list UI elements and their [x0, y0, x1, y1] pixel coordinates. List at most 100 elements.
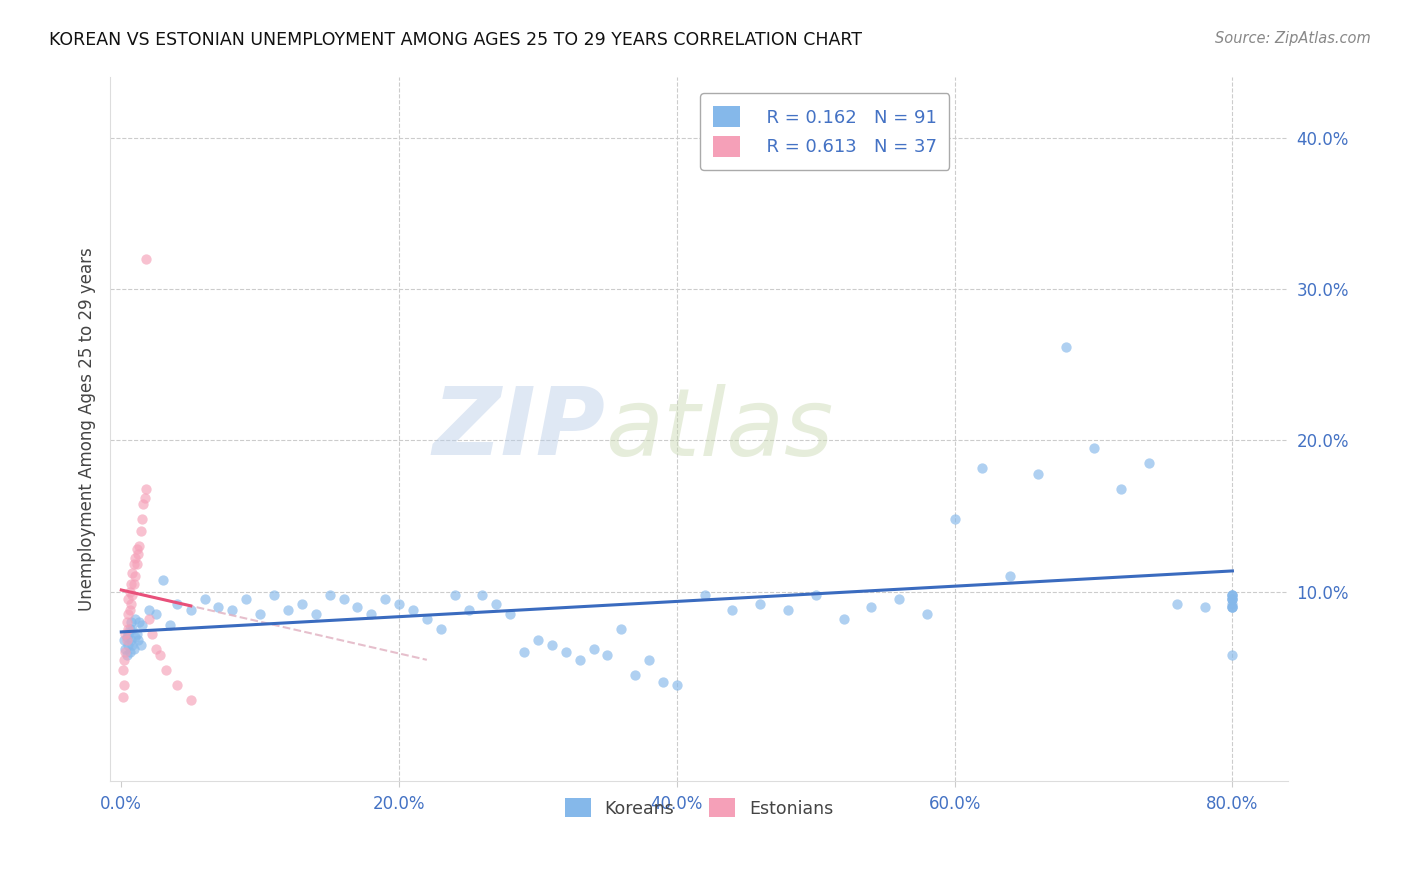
Point — [117, 607, 139, 622]
Point — [117, 627, 139, 641]
Point — [112, 653, 135, 667]
Point — [117, 592, 139, 607]
Point — [135, 482, 157, 496]
Point — [121, 623, 143, 637]
Point — [277, 603, 299, 617]
Point — [582, 642, 605, 657]
Point — [155, 663, 177, 677]
Point — [145, 607, 167, 622]
Point — [112, 678, 135, 692]
Point — [527, 632, 550, 647]
Point — [943, 512, 966, 526]
Point — [457, 603, 479, 617]
Point — [499, 607, 522, 622]
Text: Source: ZipAtlas.com: Source: ZipAtlas.com — [1215, 31, 1371, 46]
Point — [128, 615, 150, 629]
Point — [131, 512, 153, 526]
Point — [1222, 599, 1244, 614]
Point — [138, 612, 160, 626]
Point — [118, 584, 141, 599]
Point — [1166, 597, 1188, 611]
Point — [1222, 599, 1244, 614]
Point — [624, 667, 647, 681]
Point — [1111, 482, 1133, 496]
Point — [121, 588, 143, 602]
Point — [115, 630, 138, 644]
Point — [749, 597, 772, 611]
Point — [1222, 592, 1244, 607]
Point — [998, 569, 1021, 583]
Point — [124, 630, 146, 644]
Text: KOREAN VS ESTONIAN UNEMPLOYMENT AMONG AGES 25 TO 29 YEARS CORRELATION CHART: KOREAN VS ESTONIAN UNEMPLOYMENT AMONG AG… — [49, 31, 862, 49]
Point — [159, 618, 181, 632]
Point — [540, 638, 562, 652]
Y-axis label: Unemployment Among Ages 25 to 29 years: Unemployment Among Ages 25 to 29 years — [79, 247, 96, 611]
Point — [129, 524, 152, 538]
Point — [166, 597, 188, 611]
Point — [120, 615, 142, 629]
Point — [638, 653, 661, 667]
Point — [1222, 597, 1244, 611]
Point — [1222, 599, 1244, 614]
Point — [221, 603, 243, 617]
Point — [721, 603, 744, 617]
Point — [122, 558, 145, 572]
Point — [402, 603, 425, 617]
Point — [1222, 592, 1244, 607]
Point — [121, 566, 143, 581]
Point — [141, 627, 163, 641]
Point — [776, 603, 799, 617]
Point — [149, 648, 172, 662]
Point — [114, 645, 136, 659]
Point — [166, 678, 188, 692]
Point — [235, 592, 257, 607]
Point — [596, 648, 619, 662]
Point — [121, 638, 143, 652]
Point — [112, 632, 135, 647]
Point — [115, 648, 138, 662]
Point — [332, 592, 354, 607]
Point — [1083, 441, 1105, 455]
Point — [117, 623, 139, 637]
Point — [138, 603, 160, 617]
Point — [111, 690, 134, 705]
Point — [554, 645, 576, 659]
Point — [860, 599, 883, 614]
Point — [1222, 588, 1244, 602]
Point — [114, 642, 136, 657]
Point — [305, 607, 328, 622]
Point — [194, 592, 217, 607]
Point — [1194, 599, 1216, 614]
Point — [443, 588, 465, 602]
Point — [887, 592, 910, 607]
Point — [416, 612, 439, 626]
Point — [249, 607, 271, 622]
Point — [180, 603, 202, 617]
Point — [125, 558, 148, 572]
Point — [180, 693, 202, 707]
Point — [291, 597, 314, 611]
Point — [429, 623, 451, 637]
Point — [693, 588, 716, 602]
Point — [124, 551, 146, 566]
Legend: Koreans, Estonians: Koreans, Estonians — [558, 791, 841, 825]
Point — [804, 588, 827, 602]
Point — [1222, 648, 1244, 662]
Point — [1222, 588, 1244, 602]
Point — [1054, 340, 1077, 354]
Point — [360, 607, 382, 622]
Point — [568, 653, 591, 667]
Point — [125, 542, 148, 557]
Point — [207, 599, 229, 614]
Point — [1137, 456, 1160, 470]
Point — [118, 603, 141, 617]
Point — [125, 627, 148, 641]
Text: ZIP: ZIP — [432, 383, 605, 475]
Point — [117, 638, 139, 652]
Point — [129, 638, 152, 652]
Point — [134, 491, 156, 505]
Point — [152, 573, 174, 587]
Point — [832, 612, 855, 626]
Point — [485, 597, 508, 611]
Point — [972, 460, 994, 475]
